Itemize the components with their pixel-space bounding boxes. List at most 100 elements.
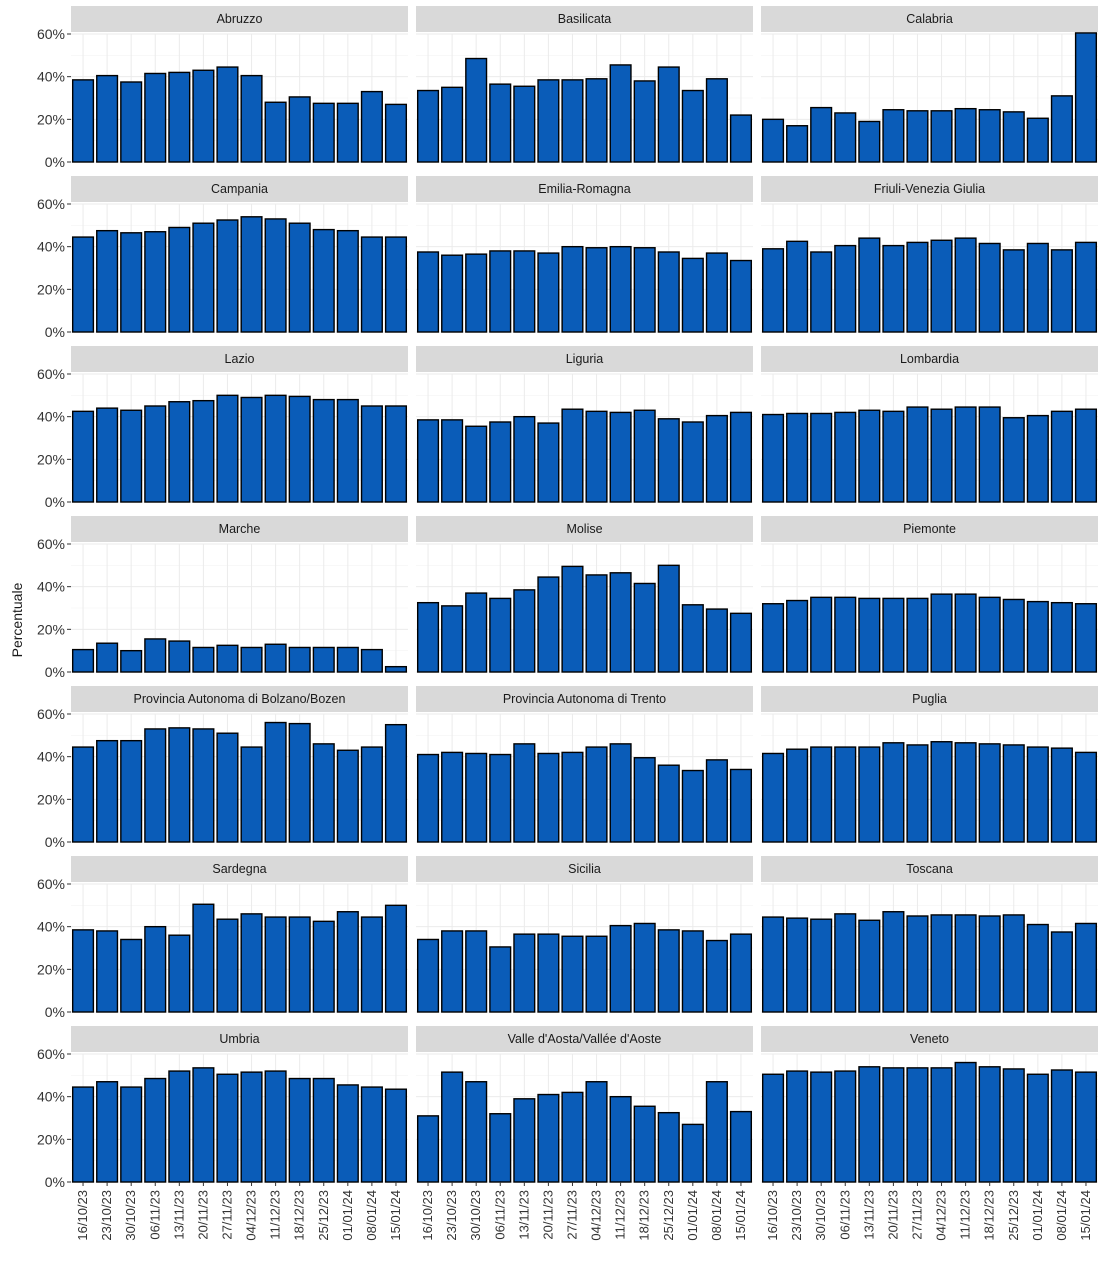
bar <box>705 252 728 333</box>
bar <box>336 1084 359 1183</box>
bar <box>96 74 119 163</box>
bar <box>336 646 359 673</box>
bar <box>1074 1071 1098 1183</box>
bar <box>729 933 753 1013</box>
bar <box>834 112 857 163</box>
bar <box>681 257 704 333</box>
bar <box>729 259 753 333</box>
bar <box>810 251 833 333</box>
x-tick-label: 15/01/24 <box>388 1190 403 1241</box>
bar <box>705 608 728 673</box>
bar <box>312 228 335 333</box>
bar <box>240 646 263 673</box>
bar <box>441 1071 464 1183</box>
x-tick-label: 18/12/23 <box>982 1190 997 1241</box>
x-tick-label: 13/11/23 <box>171 1190 186 1240</box>
bar <box>1074 408 1098 503</box>
facet-panel: Emilia-Romagna <box>416 176 753 333</box>
bar <box>761 248 785 333</box>
bar <box>192 69 215 163</box>
bar <box>312 102 335 163</box>
bar <box>858 120 881 163</box>
bar <box>384 405 408 503</box>
bar <box>657 251 680 333</box>
bar <box>978 242 1001 333</box>
bar <box>1074 241 1098 333</box>
bar <box>441 751 464 843</box>
bar <box>729 612 753 673</box>
bar <box>657 418 680 503</box>
x-tick-label: 04/12/23 <box>589 1190 604 1241</box>
bar <box>288 222 311 333</box>
bar <box>168 934 191 1013</box>
bar <box>681 604 704 673</box>
bar <box>489 946 512 1013</box>
bar <box>930 741 953 843</box>
bar <box>537 79 560 163</box>
bar <box>810 918 833 1013</box>
bar <box>71 648 95 673</box>
facet-panel: Sicilia <box>416 856 753 1013</box>
bar <box>1050 601 1073 673</box>
bar <box>609 572 632 673</box>
bar <box>144 72 167 163</box>
facet-strip <box>416 1026 753 1052</box>
x-tick-label: 04/12/23 <box>244 1190 259 1241</box>
bar <box>192 728 215 843</box>
bar <box>240 74 263 163</box>
x-tick-label: 01/01/24 <box>1030 1190 1045 1241</box>
facet-title: Lazio <box>225 352 255 366</box>
bar <box>1050 747 1073 843</box>
y-tick-label: 40% <box>37 919 65 935</box>
facet-panel: Provincia Autonoma di Bolzano/Bozen 0% 20%… <box>37 686 408 850</box>
bar <box>882 109 905 163</box>
bar <box>264 643 287 673</box>
bar <box>336 749 359 843</box>
bar <box>465 425 488 503</box>
facet-panel: Puglia <box>761 686 1098 843</box>
bar <box>858 237 881 333</box>
bar <box>906 406 929 503</box>
facet-panel: Lazio 0% 20% 40% 60% <box>37 346 408 510</box>
bar <box>585 746 608 843</box>
bar <box>416 938 440 1013</box>
bar <box>441 254 464 333</box>
bar <box>360 405 383 503</box>
bar <box>513 589 536 673</box>
bar <box>513 743 536 843</box>
bar <box>168 401 191 503</box>
bar <box>882 742 905 843</box>
bar <box>441 419 464 503</box>
y-tick-label: 60% <box>37 366 65 382</box>
bar <box>561 245 584 333</box>
bar <box>240 913 263 1013</box>
bar <box>1026 117 1049 163</box>
bar <box>489 1113 512 1183</box>
bar <box>288 646 311 673</box>
bar <box>465 592 488 673</box>
bar <box>384 723 408 843</box>
bar <box>71 79 95 163</box>
bar <box>360 90 383 163</box>
bar <box>1074 751 1098 843</box>
bar <box>513 933 536 1013</box>
bar <box>786 748 809 843</box>
facet-title: Emilia-Romagna <box>538 182 630 196</box>
bar <box>858 746 881 843</box>
bar <box>633 757 656 843</box>
bar <box>96 930 119 1013</box>
bar <box>633 582 656 673</box>
bar <box>465 253 488 333</box>
bar <box>681 89 704 163</box>
bar <box>834 1070 857 1183</box>
x-tick-label: 23/10/23 <box>444 1190 459 1241</box>
x-tick-label: 23/10/23 <box>99 1190 114 1241</box>
facet-title: Veneto <box>910 1032 949 1046</box>
bar <box>216 644 239 673</box>
bar <box>834 913 857 1013</box>
bar <box>609 64 632 163</box>
bar <box>705 1081 728 1183</box>
bar <box>168 71 191 163</box>
bar <box>561 751 584 843</box>
bar <box>513 250 536 333</box>
